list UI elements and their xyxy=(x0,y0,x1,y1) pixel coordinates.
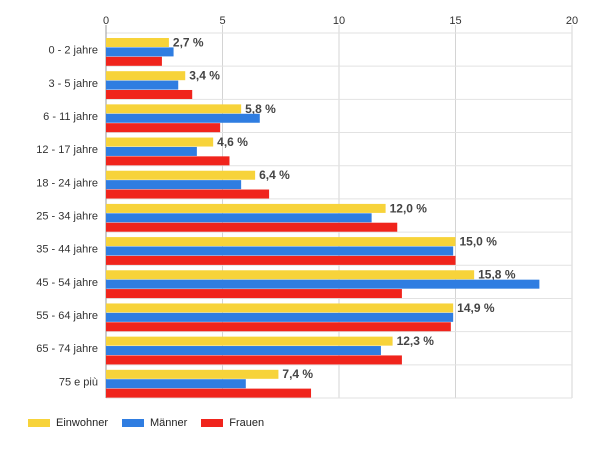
data-label: 14,9 % xyxy=(457,301,495,315)
bar-einwohner xyxy=(106,203,386,213)
legend-label-frauen: Frauen xyxy=(229,417,265,429)
legend-label-einwohner: Einwohner xyxy=(56,417,108,429)
legend-label-maenner: Männer xyxy=(149,417,188,429)
bar-einwohner xyxy=(106,38,169,47)
data-label: 3,4 % xyxy=(189,69,220,83)
y-tick-label: 6 - 11 jahre xyxy=(43,111,98,123)
y-tick-label: 3 - 5 jahre xyxy=(48,78,98,90)
bar-mnner xyxy=(106,113,260,123)
legend-item-frauen: Frauen xyxy=(201,417,264,429)
legend: Einwohner Männer Frauen xyxy=(28,417,264,429)
bar-mnner xyxy=(106,312,454,322)
legend-item-maenner: Männer xyxy=(121,417,188,429)
x-tick-label: 15 xyxy=(449,15,461,27)
y-tick-label: 75 e più xyxy=(59,376,98,388)
y-tick-label: 18 - 24 jahre xyxy=(36,177,98,189)
bar-mnner xyxy=(106,47,174,57)
bar-frauen xyxy=(106,156,230,166)
data-label: 15,8 % xyxy=(478,268,516,282)
bar-mnner xyxy=(106,379,246,389)
bar-mnner xyxy=(106,80,179,90)
bar-frauen xyxy=(106,322,451,332)
bar-mnner xyxy=(106,346,381,356)
data-label: 7,4 % xyxy=(282,367,313,381)
y-tick-label: 35 - 44 jahre xyxy=(36,244,98,256)
bar-frauen xyxy=(106,255,456,265)
bar-einwohner xyxy=(106,137,214,147)
x-tick-label: 20 xyxy=(566,15,578,27)
bar-einwohner xyxy=(106,270,475,280)
bar-frauen xyxy=(106,388,312,398)
x-tick-label: 0 xyxy=(103,15,109,27)
bar-einwohner xyxy=(106,237,456,247)
bar-frauen xyxy=(106,89,193,99)
bar-frauen xyxy=(106,289,402,299)
data-label: 12,3 % xyxy=(397,334,435,348)
bar-einwohner xyxy=(106,104,242,114)
x-tick-label: 10 xyxy=(333,15,345,27)
data-label: 5,8 % xyxy=(245,102,276,116)
y-tick-label: 55 - 64 jahre xyxy=(36,310,98,322)
bar-frauen xyxy=(106,189,270,199)
bar-mnner xyxy=(106,246,454,256)
y-tick-label: 12 - 17 jahre xyxy=(36,144,98,156)
bar-mnner xyxy=(106,180,242,190)
legend-swatch-maenner xyxy=(121,419,144,427)
data-label: 12,0 % xyxy=(390,201,428,215)
y-tick-label: 0 - 2 jahre xyxy=(48,45,98,57)
bar-frauen xyxy=(106,123,221,133)
bar-frauen xyxy=(106,222,398,232)
data-label: 15,0 % xyxy=(460,234,498,248)
legend-swatch-frauen xyxy=(201,419,224,427)
legend-swatch-einwohner xyxy=(28,419,50,427)
bar-einwohner xyxy=(106,369,279,379)
y-tick-label: 45 - 54 jahre xyxy=(36,277,98,289)
bar-frauen xyxy=(106,355,402,365)
legend-item-einwohner: Einwohner xyxy=(28,417,108,429)
bar-chart: 0 5 10 15 20 0 - 2 jahre 2,7 % 3 - 5 jahre 3,4 %… xyxy=(36,15,578,399)
bar-frauen xyxy=(106,56,162,66)
bar-mnner xyxy=(106,146,197,156)
data-label: 4,6 % xyxy=(217,135,248,149)
bar-einwohner xyxy=(106,170,256,180)
data-label: 2,7 % xyxy=(173,35,204,49)
bar-einwohner xyxy=(106,303,454,313)
y-tick-label: 65 - 74 jahre xyxy=(36,343,98,355)
bar-mnner xyxy=(106,279,540,289)
bar-einwohner xyxy=(106,71,186,81)
y-tick-label: 25 - 34 jahre xyxy=(36,211,98,223)
data-label: 6,4 % xyxy=(259,168,290,182)
bar-mnner xyxy=(106,213,372,223)
x-tick-label: 5 xyxy=(219,15,225,27)
bar-einwohner xyxy=(106,336,393,346)
